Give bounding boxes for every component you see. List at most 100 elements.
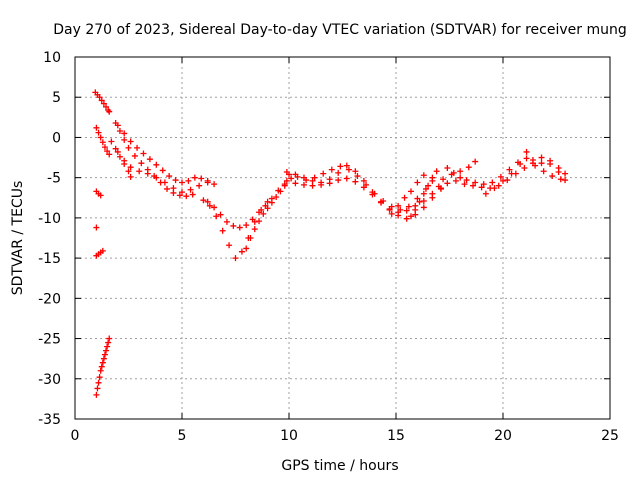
axis-ticks	[74, 56, 611, 420]
data-point	[103, 103, 110, 110]
data-point	[256, 209, 263, 216]
data-point	[452, 177, 459, 184]
data-point	[268, 199, 275, 206]
data-point	[226, 242, 233, 249]
data-point	[457, 174, 464, 181]
data-point	[96, 94, 103, 101]
data-point	[286, 171, 292, 178]
series-outliers	[93, 188, 106, 259]
data-point	[335, 169, 342, 176]
data-point	[211, 181, 218, 188]
data-point	[106, 108, 113, 115]
data-point	[97, 192, 104, 199]
data-point	[264, 198, 271, 205]
data-point	[94, 385, 101, 392]
data-point	[482, 190, 489, 197]
data-point	[99, 359, 106, 366]
data-point	[161, 179, 168, 186]
data-point	[405, 203, 412, 210]
series-arc-b	[108, 138, 211, 196]
data-point	[538, 154, 545, 161]
data-point	[134, 144, 141, 151]
data-point	[495, 182, 502, 189]
data-point	[328, 166, 335, 173]
data-point	[105, 339, 112, 346]
data-point	[153, 174, 160, 181]
data-point	[422, 185, 429, 192]
data-point	[303, 177, 310, 184]
data-point	[401, 194, 408, 201]
data-point	[106, 335, 113, 342]
data-point	[213, 213, 220, 220]
data-point	[106, 151, 113, 158]
data-point	[249, 216, 256, 223]
data-point	[309, 182, 316, 189]
series-short-arc	[112, 145, 134, 180]
data-point	[444, 180, 451, 187]
data-point	[444, 165, 451, 172]
data-point	[540, 168, 547, 175]
series-late-band-b	[440, 148, 569, 197]
data-point	[407, 213, 414, 220]
series-dip-shallow	[204, 175, 295, 231]
data-point	[506, 166, 513, 173]
data-point	[98, 97, 105, 104]
data-point	[196, 182, 203, 189]
data-point	[164, 185, 171, 192]
data-point	[281, 182, 288, 189]
data-point	[273, 193, 280, 200]
y-tick-label: -20	[38, 291, 61, 307]
grid	[75, 57, 610, 419]
data-point	[200, 197, 207, 204]
data-point	[549, 173, 556, 180]
data-point	[204, 198, 211, 205]
data-point	[388, 210, 395, 217]
data-point	[198, 175, 205, 182]
data-point	[217, 211, 224, 218]
data-point	[508, 170, 515, 177]
data-point	[204, 177, 211, 184]
data-point	[138, 160, 145, 167]
y-tick-label: -25	[38, 332, 61, 348]
data-point	[478, 184, 485, 191]
y-tick-label: 10	[43, 50, 61, 66]
data-point	[435, 183, 442, 190]
data-point	[170, 185, 177, 192]
data-point	[146, 156, 153, 163]
data-point	[450, 169, 457, 176]
series-steep-rise	[93, 335, 113, 398]
data-point	[97, 367, 104, 374]
data-point	[352, 168, 359, 175]
data-point	[104, 343, 111, 350]
data-point	[97, 134, 104, 141]
x-axis-label: GPS time / hours	[281, 458, 398, 474]
data-point	[420, 190, 427, 197]
data-point	[407, 188, 414, 195]
data-point	[294, 173, 301, 180]
data-points	[92, 89, 569, 398]
data-point	[461, 181, 468, 188]
data-point	[345, 166, 352, 173]
data-point	[264, 205, 271, 212]
x-tick-label: 20	[494, 428, 512, 444]
data-point	[127, 138, 134, 145]
data-point	[127, 173, 134, 180]
data-point	[131, 152, 138, 159]
data-point	[288, 175, 295, 182]
data-point	[416, 198, 423, 205]
data-point	[183, 193, 190, 200]
data-point	[311, 174, 318, 181]
data-point	[491, 185, 498, 192]
data-point	[414, 195, 421, 202]
series-rising-spur-b	[407, 168, 440, 220]
x-tick-label: 10	[280, 428, 298, 444]
data-point	[176, 192, 183, 199]
data-point	[108, 138, 115, 145]
data-point	[101, 144, 108, 151]
data-point	[238, 248, 245, 255]
y-tick-label: 5	[52, 90, 61, 106]
data-point	[166, 173, 173, 180]
data-point	[125, 144, 132, 151]
data-point	[412, 206, 419, 213]
